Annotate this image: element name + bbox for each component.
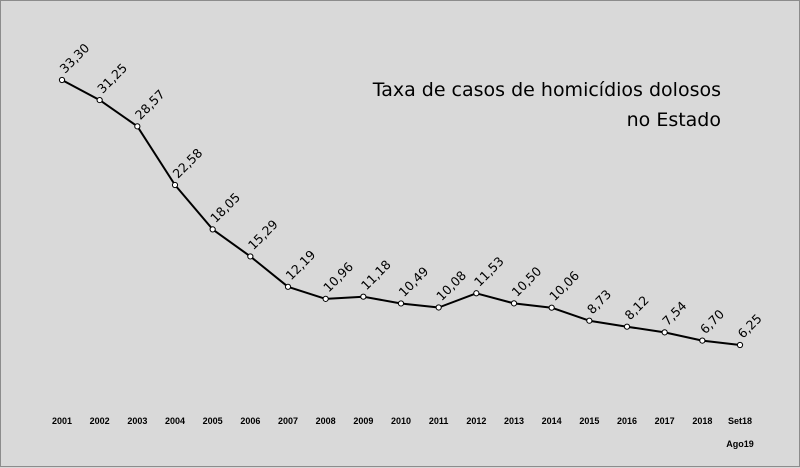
data-label-2012: 11,53: [471, 253, 507, 289]
x-tick-label-2002: 2002: [90, 416, 110, 426]
data-point-2016: [623, 323, 631, 330]
data-point-2005: [209, 226, 216, 233]
data-point-2006: [247, 253, 254, 260]
data-point-2011: [435, 304, 442, 311]
data-point-2002: [96, 96, 103, 104]
data-markers-group: [58, 76, 744, 349]
data-label-2015: 8,73: [584, 287, 614, 317]
x-tick-label-2016: 2016: [617, 416, 637, 426]
x-tick-label-2017: 2017: [655, 416, 675, 426]
data-point-2001: [58, 76, 66, 84]
data-label-2010: 10,49: [396, 264, 432, 300]
chart-title-line-2: no Estado: [627, 109, 721, 131]
x-tick-label-2011: 2011: [429, 416, 449, 426]
data-label-2006: 15,29: [245, 217, 281, 253]
data-point-2017: [661, 329, 668, 336]
x-tick-label-Set18: Set18: [728, 416, 752, 426]
data-point-2003: [134, 123, 141, 130]
data-point-2015: [586, 317, 593, 324]
data-point-2014: [548, 304, 555, 311]
x-tick-label-2012: 2012: [466, 416, 486, 426]
x-tick-label-2004: 2004: [165, 416, 185, 426]
data-label-2001: 33,30: [57, 40, 93, 76]
x-tick-label-2015: 2015: [579, 416, 599, 426]
x-tick-label-2001: 2001: [52, 416, 72, 426]
data-label-2007: 12,19: [283, 247, 319, 283]
data-label-2008: 10,96: [320, 259, 356, 295]
data-point-2012: [473, 290, 480, 297]
x-tick-sublabel: Ago19: [726, 439, 754, 449]
data-label-2009: 11,18: [358, 257, 394, 293]
x-tick-label-2005: 2005: [203, 416, 223, 426]
data-point-Set18: [736, 341, 744, 349]
data-label-2013: 10,50: [509, 264, 545, 300]
data-point-2007: [284, 283, 292, 290]
data-label-2014: 10,06: [546, 268, 582, 304]
data-label-2017: 7,54: [659, 298, 689, 328]
data-label-2005: 18,05: [207, 190, 243, 226]
x-tick-label-2013: 2013: [504, 416, 524, 426]
data-point-2009: [360, 293, 367, 300]
data-point-2008: [322, 295, 329, 302]
data-point-2018: [699, 337, 706, 344]
x-tick-label-2007: 2007: [278, 416, 298, 426]
x-tick-label-2009: 2009: [353, 416, 373, 426]
data-label-2018: 6,70: [697, 306, 727, 336]
x-tick-label-2010: 2010: [391, 416, 411, 426]
x-tick-label-2008: 2008: [316, 416, 336, 426]
data-label-2016: 8,12: [622, 293, 652, 323]
x-tick-label-2018: 2018: [692, 416, 712, 426]
x-tick-label-2014: 2014: [542, 416, 562, 426]
chart-title: Taxa de casos de homicídios dolosos no E…: [372, 79, 721, 131]
chart-title-line-1: Taxa de casos de homicídios dolosos: [372, 79, 721, 101]
x-tick-label-2003: 2003: [127, 416, 147, 426]
data-point-2004: [171, 181, 179, 189]
data-label-Set18: 6,25: [735, 311, 765, 341]
data-label-2003: 28,57: [132, 87, 168, 123]
data-point-2013: [510, 300, 518, 307]
data-label-2002: 31,25: [94, 60, 130, 96]
data-point-2010: [397, 300, 405, 307]
x-tick-label-2006: 2006: [240, 416, 260, 426]
data-label-2004: 22,58: [170, 145, 206, 181]
x-axis-tick-labels: 2001 2002 2003 2004 2005 2006 2007 2008 2009 2010…: [52, 416, 754, 449]
